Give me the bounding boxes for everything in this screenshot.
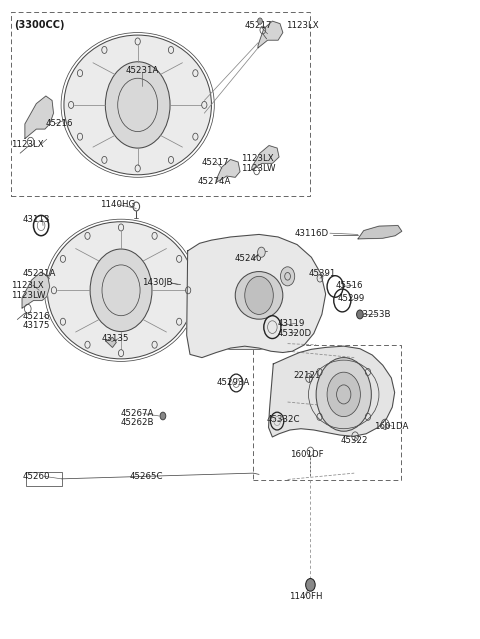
Text: 45231A: 45231A	[22, 269, 56, 279]
Polygon shape	[252, 146, 279, 170]
Bar	[26, 472, 61, 486]
Text: 43119: 43119	[277, 319, 305, 328]
Circle shape	[245, 276, 273, 314]
Text: 43116D: 43116D	[294, 229, 328, 238]
Circle shape	[105, 62, 170, 148]
Text: 1123LW: 1123LW	[241, 164, 276, 173]
Text: 1123LX: 1123LX	[11, 281, 43, 289]
Circle shape	[306, 578, 315, 591]
Polygon shape	[22, 272, 49, 308]
Polygon shape	[106, 337, 116, 348]
Text: 43253B: 43253B	[358, 310, 392, 319]
Ellipse shape	[48, 222, 195, 359]
Circle shape	[357, 310, 363, 319]
Text: 45260: 45260	[22, 472, 49, 481]
Text: 45299: 45299	[337, 294, 365, 303]
Polygon shape	[187, 235, 325, 358]
Bar	[11, 12, 311, 196]
Polygon shape	[258, 21, 283, 48]
Text: 45262B: 45262B	[120, 419, 154, 427]
Text: 45240: 45240	[234, 254, 262, 263]
Circle shape	[280, 267, 295, 286]
Text: 45267A: 45267A	[120, 409, 154, 418]
Text: 1430JB: 1430JB	[143, 278, 173, 287]
Text: 1140FH: 1140FH	[289, 592, 323, 601]
Text: 45274A: 45274A	[197, 176, 230, 185]
Text: 1601DF: 1601DF	[290, 450, 324, 459]
Text: 43113: 43113	[22, 215, 49, 224]
Text: 45217: 45217	[245, 21, 272, 30]
Text: 1601DA: 1601DA	[374, 422, 408, 431]
Polygon shape	[268, 346, 395, 437]
Text: 45516: 45516	[335, 281, 363, 289]
Text: 45216: 45216	[22, 312, 49, 321]
Text: 43135: 43135	[102, 334, 130, 343]
Text: 1123LX: 1123LX	[286, 21, 319, 30]
Bar	[201, 251, 272, 350]
Circle shape	[327, 372, 360, 417]
Text: 1123LX: 1123LX	[11, 140, 43, 149]
Text: 1140HG: 1140HG	[100, 200, 135, 209]
Circle shape	[160, 412, 166, 420]
Text: 45332C: 45332C	[266, 415, 300, 424]
Text: 45216: 45216	[46, 119, 73, 128]
Text: 45265C: 45265C	[130, 472, 163, 481]
Circle shape	[258, 247, 265, 258]
Text: 1123LX: 1123LX	[241, 154, 274, 163]
Text: 45320D: 45320D	[277, 329, 312, 338]
Text: 45391: 45391	[309, 269, 336, 279]
Polygon shape	[25, 96, 53, 139]
Text: 45293A: 45293A	[216, 378, 250, 387]
Text: 45231A: 45231A	[126, 66, 159, 75]
Text: 45217: 45217	[202, 158, 229, 167]
Text: 43175: 43175	[22, 321, 49, 330]
Text: 45322: 45322	[341, 436, 368, 445]
Text: 1123LW: 1123LW	[11, 291, 45, 300]
Polygon shape	[216, 160, 240, 182]
Polygon shape	[358, 226, 402, 239]
Ellipse shape	[64, 35, 212, 174]
Ellipse shape	[235, 272, 283, 320]
Text: (3300CC): (3300CC)	[14, 20, 64, 30]
Circle shape	[90, 249, 152, 332]
Circle shape	[316, 358, 372, 431]
Bar	[253, 345, 401, 480]
Text: 22121: 22121	[294, 371, 321, 380]
Circle shape	[258, 18, 263, 24]
